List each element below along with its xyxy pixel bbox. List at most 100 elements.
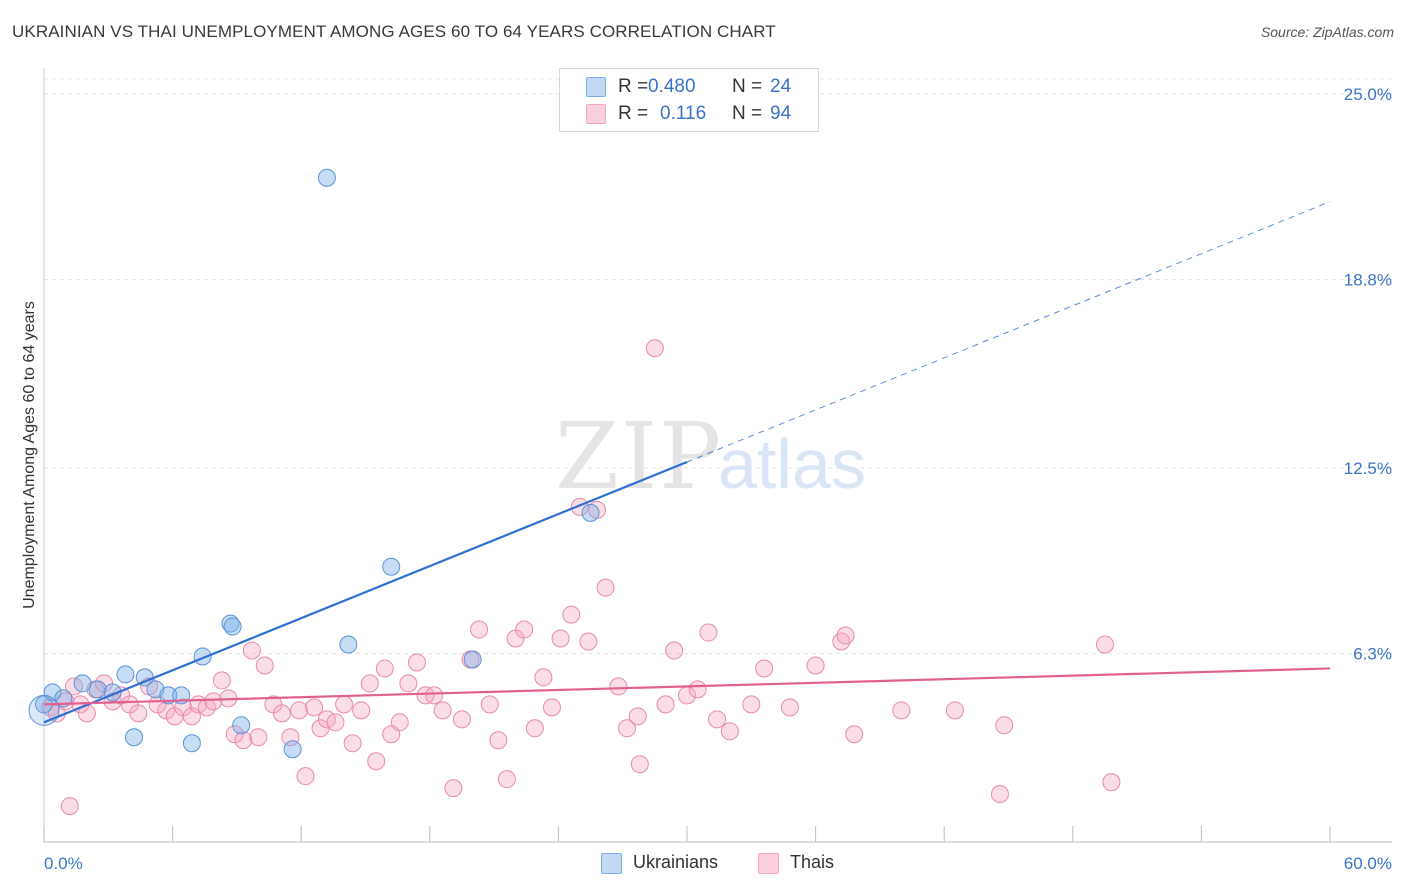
ukrainians-point	[232, 716, 251, 735]
thais-point	[699, 623, 718, 642]
chart-title: UKRAINIAN VS THAI UNEMPLOYMENT AMONG AGE…	[12, 22, 776, 41]
thais-point	[534, 668, 553, 687]
thais-point	[579, 632, 598, 651]
x-tick-labels: 0.0% 60.0%	[44, 854, 1392, 873]
thais-point	[630, 755, 649, 774]
gridlines	[44, 78, 1392, 654]
ukrainians-point	[116, 665, 135, 684]
thais-point	[242, 641, 261, 660]
thais-point	[708, 710, 727, 729]
thais-point	[407, 653, 426, 672]
thais-point	[470, 620, 489, 639]
bottom-legend-label: Thais	[790, 852, 835, 872]
thais-point	[780, 698, 799, 717]
thais-point	[343, 734, 362, 753]
thais-point	[444, 779, 463, 798]
ukrainians-trend-extension	[686, 201, 1331, 463]
thais-point	[129, 704, 148, 723]
y-tick-label: 6.3%	[1353, 644, 1392, 663]
n-label: N =	[732, 103, 763, 124]
thais-point	[367, 752, 386, 771]
thais-point	[249, 728, 268, 747]
thais-point	[596, 578, 615, 597]
thais-point	[609, 677, 628, 696]
ukrainians-point	[28, 694, 60, 726]
ukrainians-point	[43, 683, 62, 702]
thais-point	[836, 626, 855, 645]
thais-point	[995, 716, 1014, 735]
thais-point	[688, 680, 707, 699]
thais-point	[755, 659, 774, 678]
thais-point	[290, 701, 309, 720]
watermark: ZIP atlas	[555, 403, 866, 510]
ukrainians-point	[317, 168, 336, 187]
ukrainians-point	[221, 614, 240, 633]
ukrainians-n-value: 24	[770, 76, 792, 97]
thais-point	[56, 692, 75, 711]
ukrainians-points	[28, 168, 600, 759]
thais-point	[399, 674, 418, 693]
thais-swatch	[586, 104, 606, 124]
y-axis-label: Unemployment Among Ages 60 to 64 years	[21, 301, 38, 609]
source-credit: Source: ZipAtlas.com	[1260, 24, 1394, 40]
thais-point	[551, 629, 570, 648]
y-tick-label: 12.5%	[1344, 459, 1392, 478]
ukrainians-point	[382, 557, 401, 576]
thais-point	[542, 698, 561, 717]
thais-point	[515, 620, 534, 639]
thais-point	[720, 722, 739, 741]
thais-point	[352, 701, 371, 720]
thais-point	[433, 701, 452, 720]
ukrainians-point	[125, 728, 144, 747]
thais-point	[628, 707, 647, 726]
thais-point	[296, 767, 315, 786]
thais-n-value: 94	[770, 103, 792, 124]
watermark-atlas: atlas	[718, 425, 866, 503]
thais-trend-line	[43, 667, 1331, 706]
thais-point	[375, 659, 394, 678]
ukrainians-point	[581, 503, 600, 522]
thais-point	[335, 695, 354, 714]
n-label: N =	[732, 76, 763, 97]
ukrainians-swatch	[601, 853, 622, 874]
thais-point	[212, 671, 231, 690]
r-label: R =	[618, 76, 649, 97]
thais-point	[945, 701, 964, 720]
thais-point	[845, 725, 864, 744]
thais-point	[1102, 773, 1121, 792]
ukrainians-r-value: 0.480	[648, 76, 696, 97]
thais-point	[480, 695, 499, 714]
y-tick-labels: 6.3% 12.5% 18.8% 25.0%	[1344, 85, 1392, 664]
thais-point	[452, 710, 471, 729]
ukrainians-point	[73, 674, 92, 693]
ukrainians-point	[463, 650, 482, 669]
thais-point	[255, 656, 274, 675]
trend-lines	[43, 201, 1331, 724]
thais-point	[562, 605, 581, 624]
thais-point	[272, 704, 291, 723]
thais-point	[425, 686, 444, 705]
ukrainians-trend-line	[43, 460, 688, 724]
thais-point	[326, 713, 345, 732]
ukrainians-point	[339, 635, 358, 654]
ukrainians-point	[88, 680, 107, 699]
thais-point	[892, 701, 911, 720]
thais-point	[742, 695, 761, 714]
thais-point	[390, 713, 409, 732]
ukrainians-point	[223, 617, 242, 636]
ukrainians-point	[283, 740, 302, 759]
thais-r-value: 0.116	[660, 103, 707, 124]
thais-point	[305, 698, 324, 717]
ukrainians-point	[182, 734, 201, 753]
thais-point	[281, 728, 300, 747]
thais-point	[497, 770, 516, 789]
ukrainians-swatch	[586, 77, 606, 97]
thais-point	[60, 797, 79, 816]
thais-point	[360, 674, 379, 693]
bottom-legend-label: Ukrainians	[633, 852, 719, 872]
thais-point	[204, 692, 223, 711]
x-tick-label-min: 0.0%	[44, 854, 83, 873]
ukrainians-point	[159, 686, 178, 705]
thais-point	[489, 731, 508, 750]
